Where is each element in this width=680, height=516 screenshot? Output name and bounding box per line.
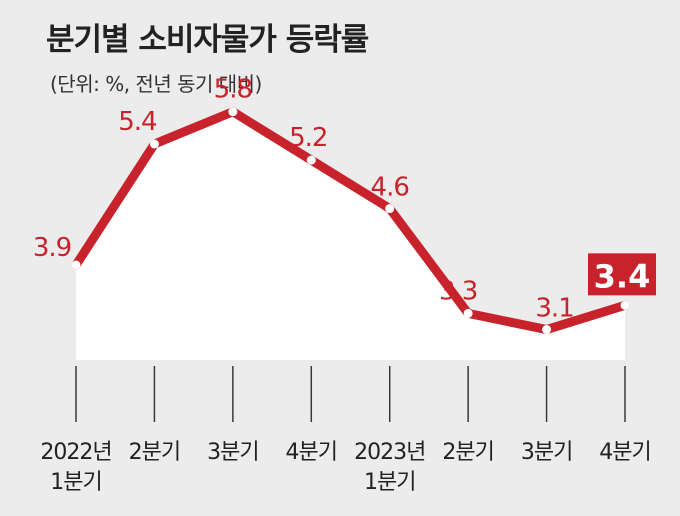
data-point bbox=[542, 325, 552, 335]
chart-title: 분기별 소비자물가 등락률 bbox=[46, 22, 369, 58]
x-tick-label: 2분기 bbox=[442, 440, 493, 465]
data-label: 5.4 bbox=[118, 107, 157, 137]
highlight-label-bg bbox=[588, 253, 656, 296]
x-tick-label: 2분기 bbox=[129, 440, 180, 465]
x-tick-label: 3분기 bbox=[207, 440, 258, 465]
x-tick-label: 2023년 bbox=[354, 440, 425, 465]
data-label: 4.6 bbox=[371, 173, 409, 203]
data-label-highlight: 3.4 bbox=[594, 257, 651, 295]
x-tick-label: 4분기 bbox=[286, 440, 337, 465]
data-label: 3.3 bbox=[439, 276, 477, 306]
data-point bbox=[228, 107, 238, 117]
data-label: 3.9 bbox=[33, 233, 71, 263]
series-line bbox=[71, 107, 630, 335]
data-label: 3.1 bbox=[535, 294, 573, 324]
chart-subtitle: (단위: %, 전년 동기 대비) bbox=[50, 72, 262, 96]
data-point bbox=[149, 139, 159, 149]
x-tick-label: 4분기 bbox=[599, 440, 650, 465]
x-tick-label: 1분기 bbox=[50, 470, 101, 495]
data-label: 5.2 bbox=[289, 123, 327, 153]
area-divider bbox=[76, 360, 625, 366]
data-point bbox=[385, 204, 395, 214]
area-fill bbox=[76, 111, 625, 366]
data-label: 5.8 bbox=[214, 75, 252, 105]
data-point bbox=[71, 260, 81, 270]
data-point bbox=[620, 300, 630, 310]
x-tick-label: 2022년 bbox=[40, 440, 111, 465]
x-tick-label: 3분기 bbox=[521, 440, 572, 465]
x-tick-label: 1분기 bbox=[364, 470, 415, 495]
data-point bbox=[306, 155, 316, 165]
data-point bbox=[463, 308, 473, 318]
